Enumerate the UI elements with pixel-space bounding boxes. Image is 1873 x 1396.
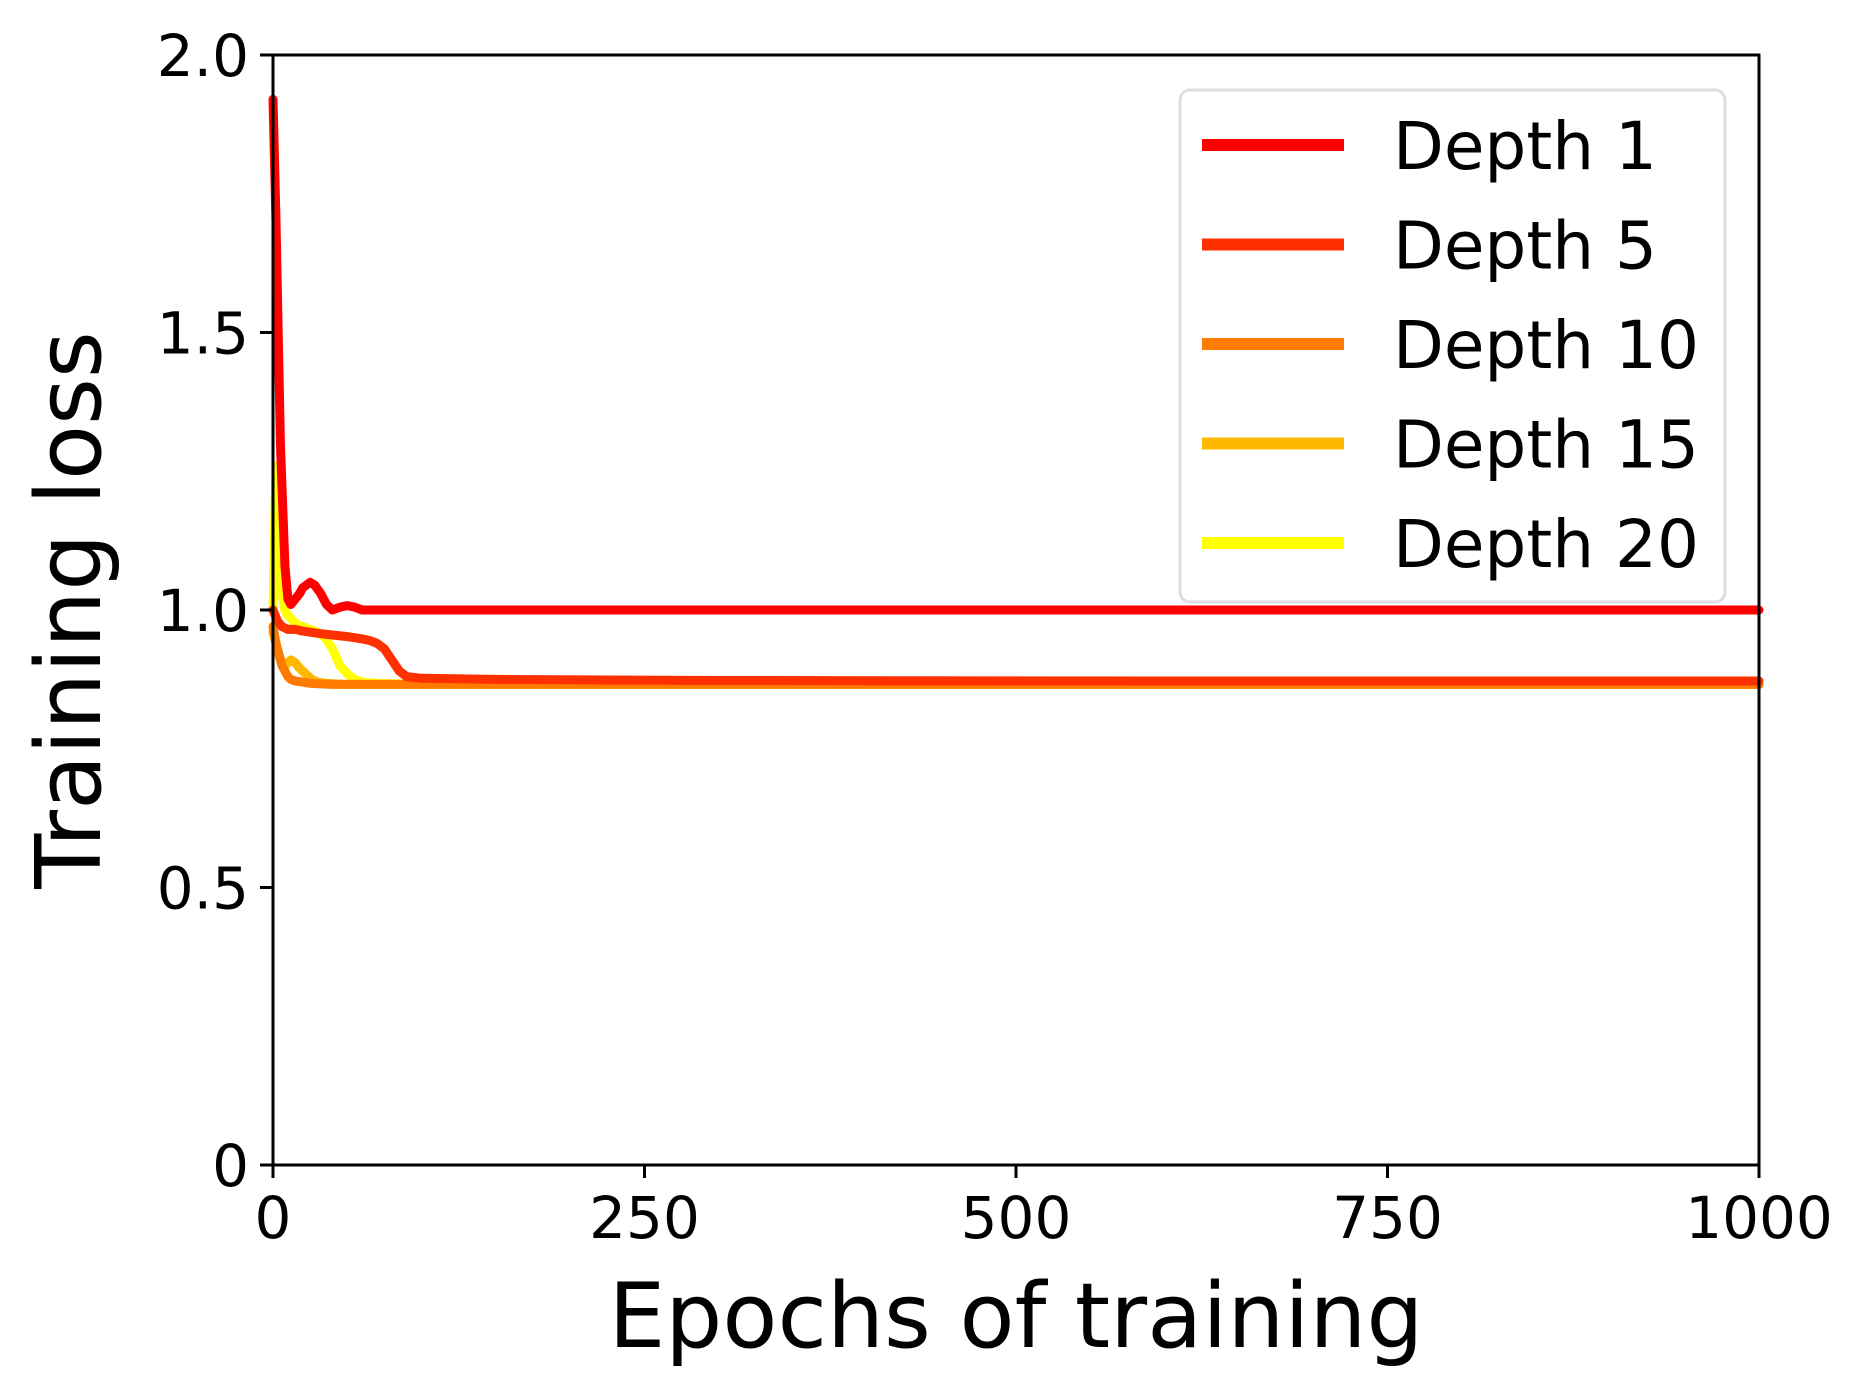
y-tick-label: 0.5 [157, 855, 249, 923]
legend-label-depth-20: Depth 20 [1393, 506, 1699, 583]
legend-label-depth-10: Depth 10 [1393, 307, 1699, 384]
legend: Depth 1 Depth 5 Depth 10 Depth 15 Depth 20 [1178, 88, 1727, 604]
legend-box [1178, 88, 1727, 604]
x-axis-title: Epochs of training [608, 1264, 1423, 1369]
axes: 0 250 500 750 1000 0 0.5 1.0 1.5 2.0 [157, 22, 1833, 1252]
x-tick-label: 250 [589, 1184, 700, 1252]
y-tick-label: 2.0 [157, 22, 249, 90]
x-tick-label: 500 [961, 1184, 1072, 1252]
x-tick-label: 750 [1332, 1184, 1443, 1252]
legend-label-depth-1: Depth 1 [1393, 108, 1657, 185]
x-tick-label: 0 [255, 1184, 292, 1252]
series-line-depth-10 [268, 622, 1764, 689]
series-layer [268, 94, 1764, 689]
x-tick-label: 1000 [1685, 1184, 1833, 1252]
y-tick-label: 0 [212, 1132, 249, 1200]
y-axis-title: Training loss [17, 331, 122, 890]
series-line-depth-5 [268, 605, 1764, 686]
series-line-depth-1 [268, 94, 1764, 615]
legend-label-depth-15: Depth 15 [1393, 407, 1699, 484]
legend-label-depth-5: Depth 5 [1393, 208, 1657, 285]
y-tick-label: 1.0 [157, 577, 249, 645]
y-tick-label: 1.5 [157, 300, 249, 368]
